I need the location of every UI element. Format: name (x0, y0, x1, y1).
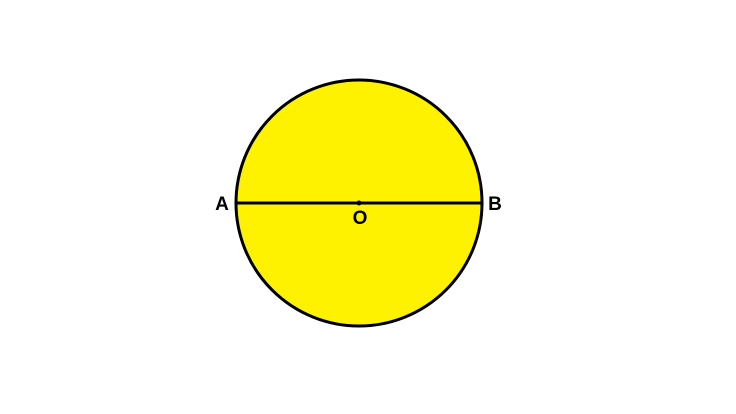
center-point-o (356, 200, 362, 206)
point-label-b: B (488, 194, 502, 215)
point-label-a: A (215, 194, 229, 215)
point-label-o: O (353, 208, 368, 229)
